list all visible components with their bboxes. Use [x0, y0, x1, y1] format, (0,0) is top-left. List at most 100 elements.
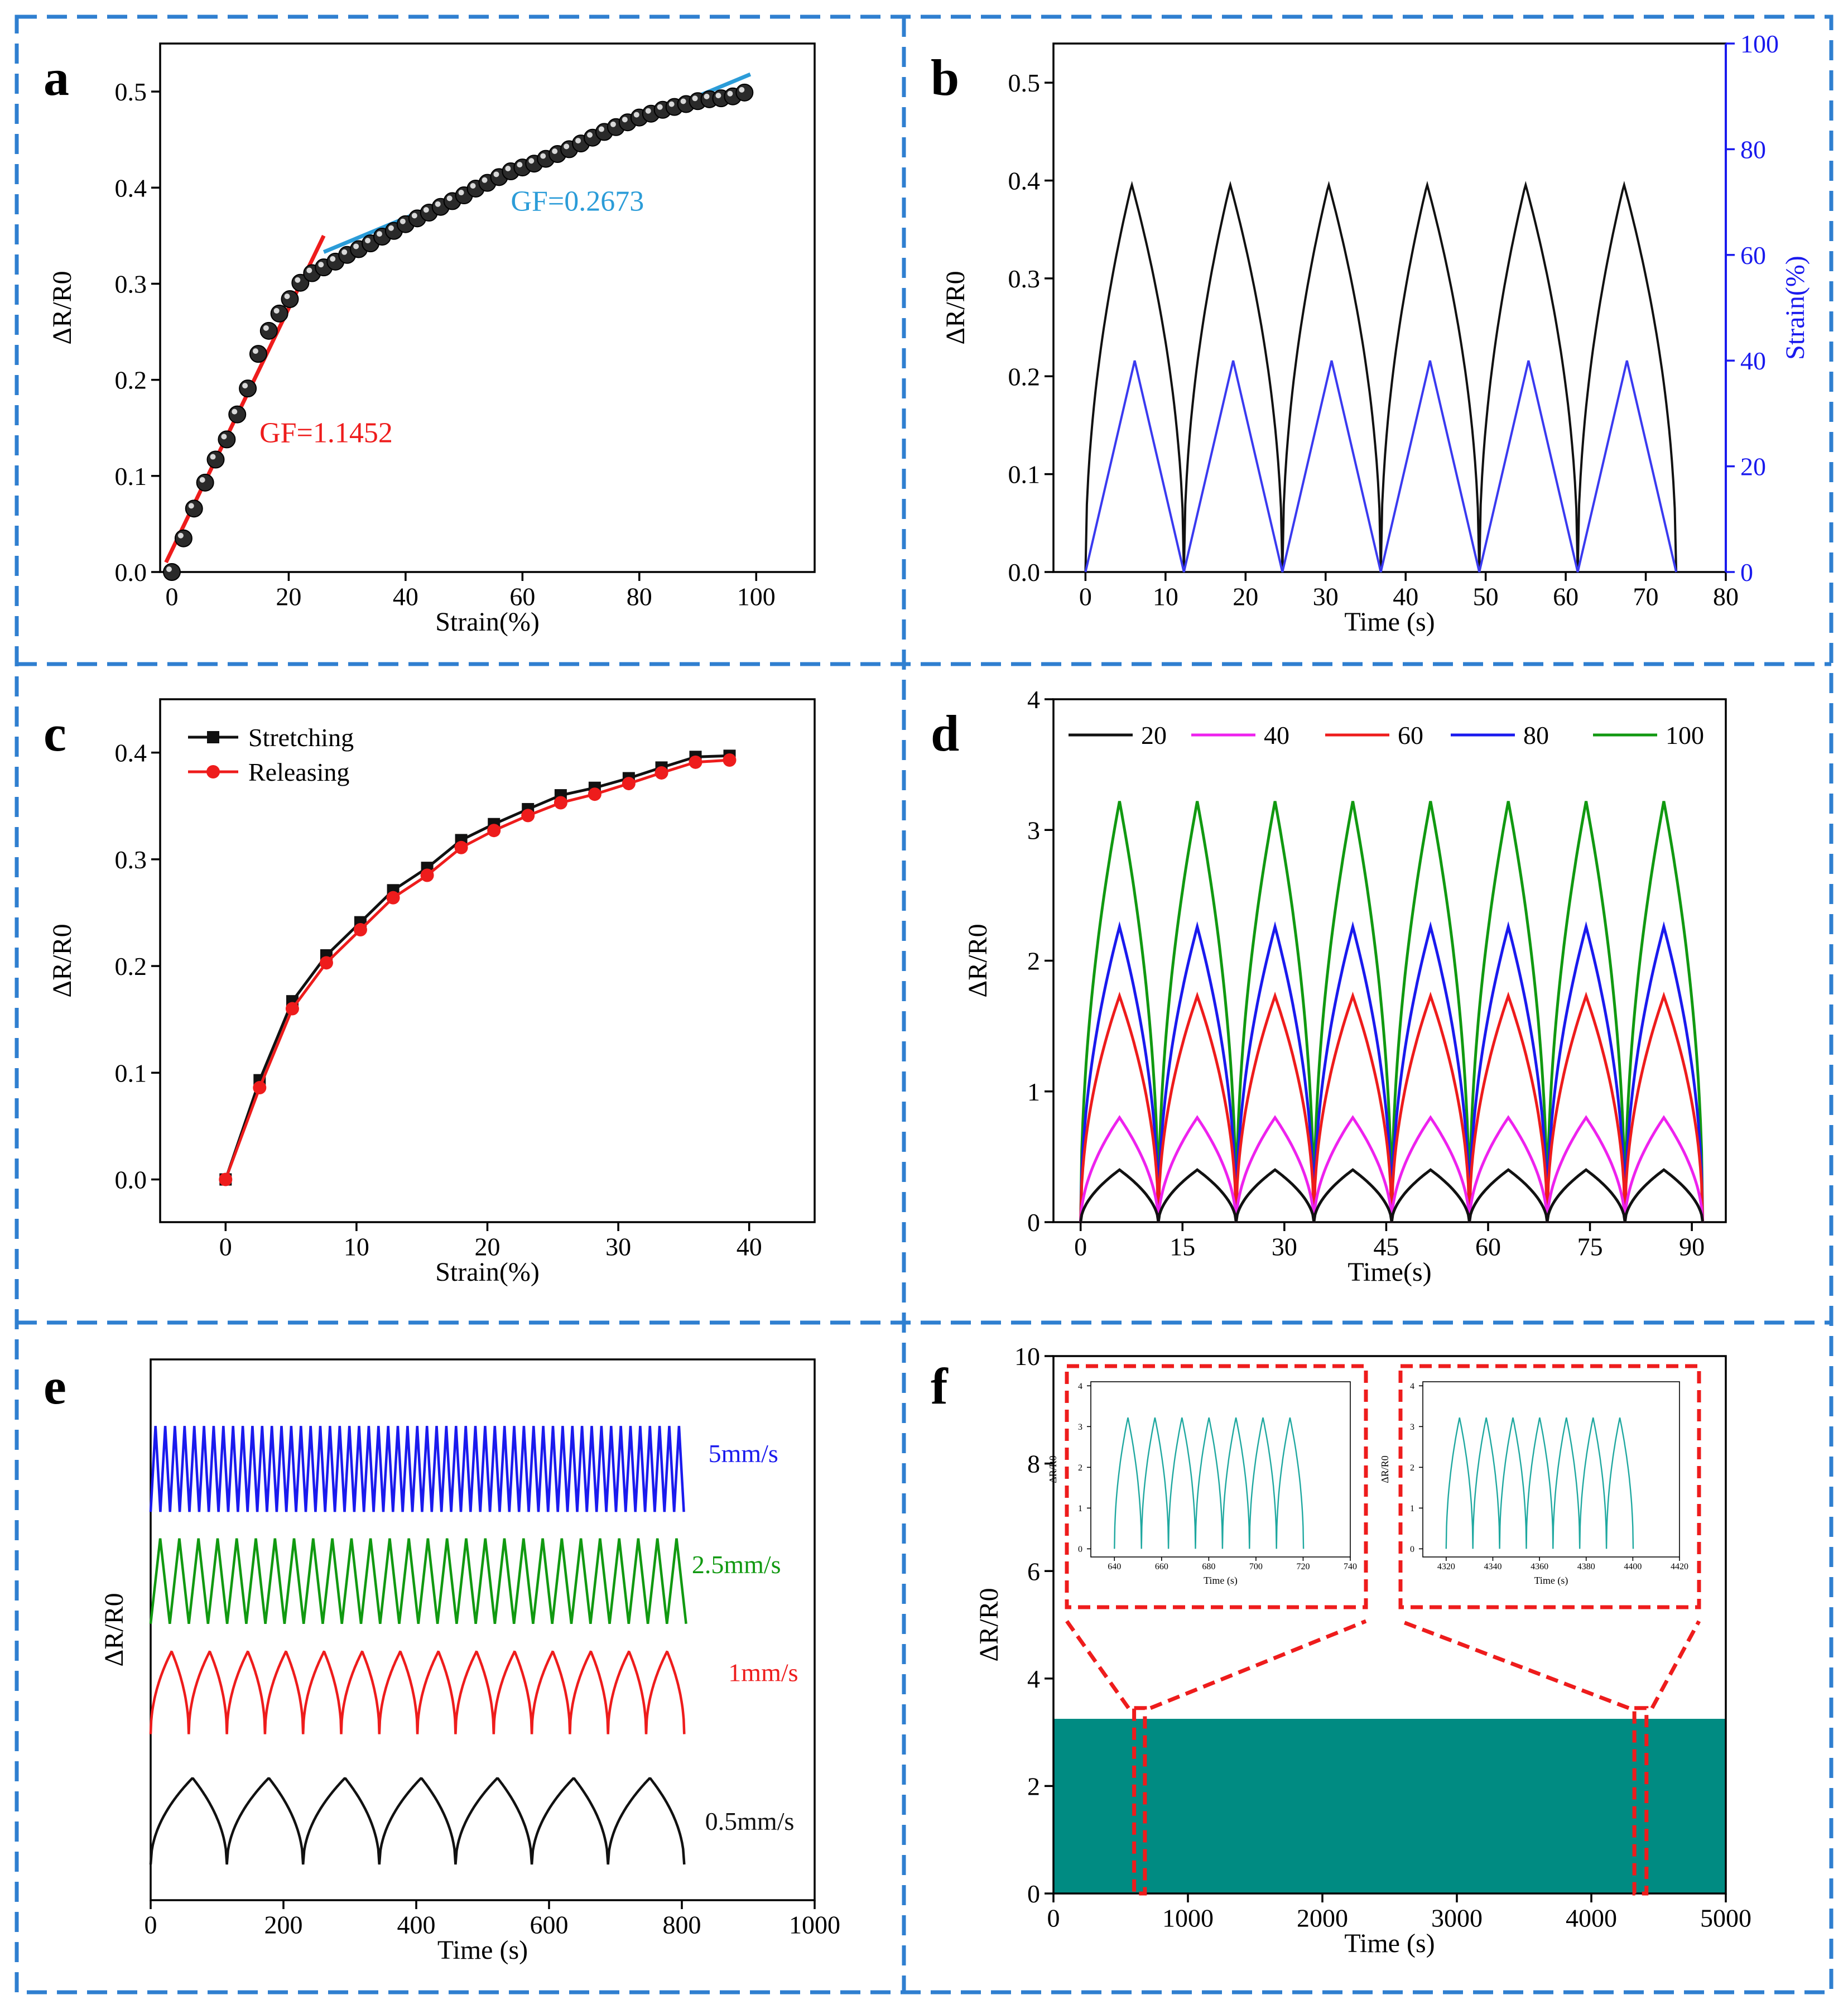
data-point-highlight — [540, 153, 546, 159]
x-tick-label: 0 — [219, 1233, 232, 1261]
x-tick-label: 20 — [475, 1233, 501, 1261]
data-point — [285, 1002, 299, 1016]
series-line-2 — [149, 1650, 686, 1734]
y-tick-label: 0.0 — [115, 558, 147, 587]
data-point-highlight — [242, 383, 248, 389]
panel-letter-f: f — [931, 1358, 949, 1415]
frame-outer — [15, 15, 1833, 1994]
legend-label: 40 — [1264, 721, 1289, 749]
y-tick-label: 0.3 — [115, 845, 147, 874]
annotation-label: GF=1.1452 — [259, 417, 393, 449]
x-axis-label: Time (s) — [437, 1935, 528, 1965]
x-tick-label: 45 — [1373, 1233, 1399, 1261]
y-right-tick-label: 40 — [1740, 347, 1766, 375]
data-point-highlight — [458, 190, 464, 196]
data-point — [174, 529, 192, 547]
x-tick-label: 60 — [1475, 1233, 1501, 1261]
x-tick-label: 15 — [1170, 1233, 1195, 1261]
data-point — [270, 304, 288, 323]
data-point-highlight — [177, 532, 184, 539]
x-tick-label: 4400 — [1624, 1562, 1642, 1571]
data-point — [253, 1081, 267, 1095]
y-tick-label: 0.5 — [1008, 69, 1041, 97]
x-tick-label: 0 — [1079, 583, 1092, 611]
y-axis-label: ΔR/R0 — [963, 924, 993, 997]
legend-label: 60 — [1398, 721, 1423, 749]
plot-frame — [1422, 1381, 1680, 1558]
data-point-highlight — [645, 108, 651, 114]
x-tick-label: 40 — [393, 583, 418, 611]
data-point-highlight — [252, 348, 258, 354]
legend: Stretching Releasing — [188, 723, 354, 786]
legend-label: Stretching — [248, 723, 354, 752]
data-point — [735, 83, 754, 102]
y-tick-label: 2 — [1027, 947, 1040, 975]
series-line-1 — [224, 758, 730, 1180]
x-tick-label: 4380 — [1577, 1562, 1595, 1571]
y-tick-label: 2 — [1027, 1772, 1040, 1801]
data-point — [554, 796, 567, 810]
data-point-highlight — [423, 207, 429, 213]
data-point-highlight — [388, 225, 394, 231]
x-tick-label: 0 — [165, 583, 178, 611]
y-tick-label: 3 — [1078, 1422, 1082, 1432]
y-tick-label: 0.4 — [115, 739, 147, 767]
series-line-0 — [149, 1426, 685, 1512]
x-axis-label: Time(s) — [1348, 1257, 1431, 1287]
x-tick-label: 1000 — [1162, 1904, 1214, 1933]
plot-frame — [150, 1358, 816, 1901]
chart-e: 0 200 400 600 800 1000 Time (s) ΔR/R0 5mm/s 2.5mm… — [99, 1358, 840, 1965]
data-point-highlight — [668, 101, 675, 107]
inset-series-line — [1445, 1417, 1634, 1549]
x-tick-label: 200 — [264, 1911, 303, 1939]
y-tick-label: 0.4 — [1008, 167, 1041, 195]
series-line-0 — [1079, 1168, 1705, 1223]
chart-a: 0 20 40 60 80 100 0.0 0.1 0.2 0.3 0.4 0.5 Strain(%) Δ… — [47, 42, 816, 637]
data-point — [185, 499, 203, 518]
x-axis-label: Time (s) — [1344, 1929, 1435, 1958]
data-point — [588, 787, 601, 801]
highlight-window — [1632, 1706, 1649, 1896]
y-tick-label: 0.1 — [1008, 460, 1041, 489]
data-point-highlight — [365, 238, 371, 244]
inset-series-line — [1114, 1417, 1305, 1549]
data-point-highlight — [353, 243, 359, 249]
x-tick-label: 4360 — [1531, 1562, 1548, 1571]
y-axis-label: ΔR/R0 — [1047, 1455, 1058, 1483]
x-tick-label: 100 — [737, 583, 776, 611]
x-tick-label: 4340 — [1484, 1562, 1502, 1571]
series-line-3 — [149, 1777, 686, 1865]
chart-d: 0 15 30 45 60 75 90 0 1 2 3 4 Time(s) ΔR/R0 20 40 60 80 10… — [963, 685, 1727, 1287]
x-tick-label: 30 — [1313, 583, 1339, 611]
data-point — [249, 345, 267, 363]
data-point-highlight — [622, 117, 628, 123]
chart-b: 0 10 20 30 40 50 60 70 80 0.0 0.1 0.2 0.3 0.4 0.5 Time … — [941, 30, 1810, 637]
y-tick-label: 1 — [1410, 1504, 1414, 1513]
y-tick-label: 0.3 — [1008, 265, 1041, 293]
series-line-1 — [149, 1538, 687, 1624]
y-tick-label: 0.1 — [115, 462, 147, 491]
x-axis-label: Time (s) — [1344, 607, 1435, 637]
data-point-highlight — [330, 256, 336, 262]
y-tick-label: 1 — [1078, 1504, 1082, 1513]
data-point — [162, 563, 181, 581]
data-point-highlight — [470, 182, 476, 189]
legend-label: 20 — [1141, 721, 1167, 749]
data-point-highlight — [564, 143, 570, 150]
zoom-connector — [1399, 1619, 1630, 1710]
y-tick-label: 0.2 — [1008, 362, 1041, 391]
data-point-highlight — [598, 126, 604, 132]
data-point-highlight — [587, 132, 593, 138]
plot-frame — [159, 42, 816, 573]
zoom-connector — [1650, 1620, 1701, 1709]
data-point-highlight — [680, 98, 686, 104]
y-tick-label: 0 — [1410, 1545, 1414, 1554]
x-tick-label: 0 — [145, 1911, 157, 1939]
panel-letters: a b c d e f — [44, 49, 959, 1415]
series-label: 1mm/s — [728, 1659, 798, 1687]
y-tick-label: 0.2 — [115, 366, 147, 395]
x-tick-label: 3000 — [1431, 1904, 1483, 1933]
highlight-window — [1132, 1706, 1147, 1896]
y-right-tick-label: 60 — [1740, 241, 1766, 270]
